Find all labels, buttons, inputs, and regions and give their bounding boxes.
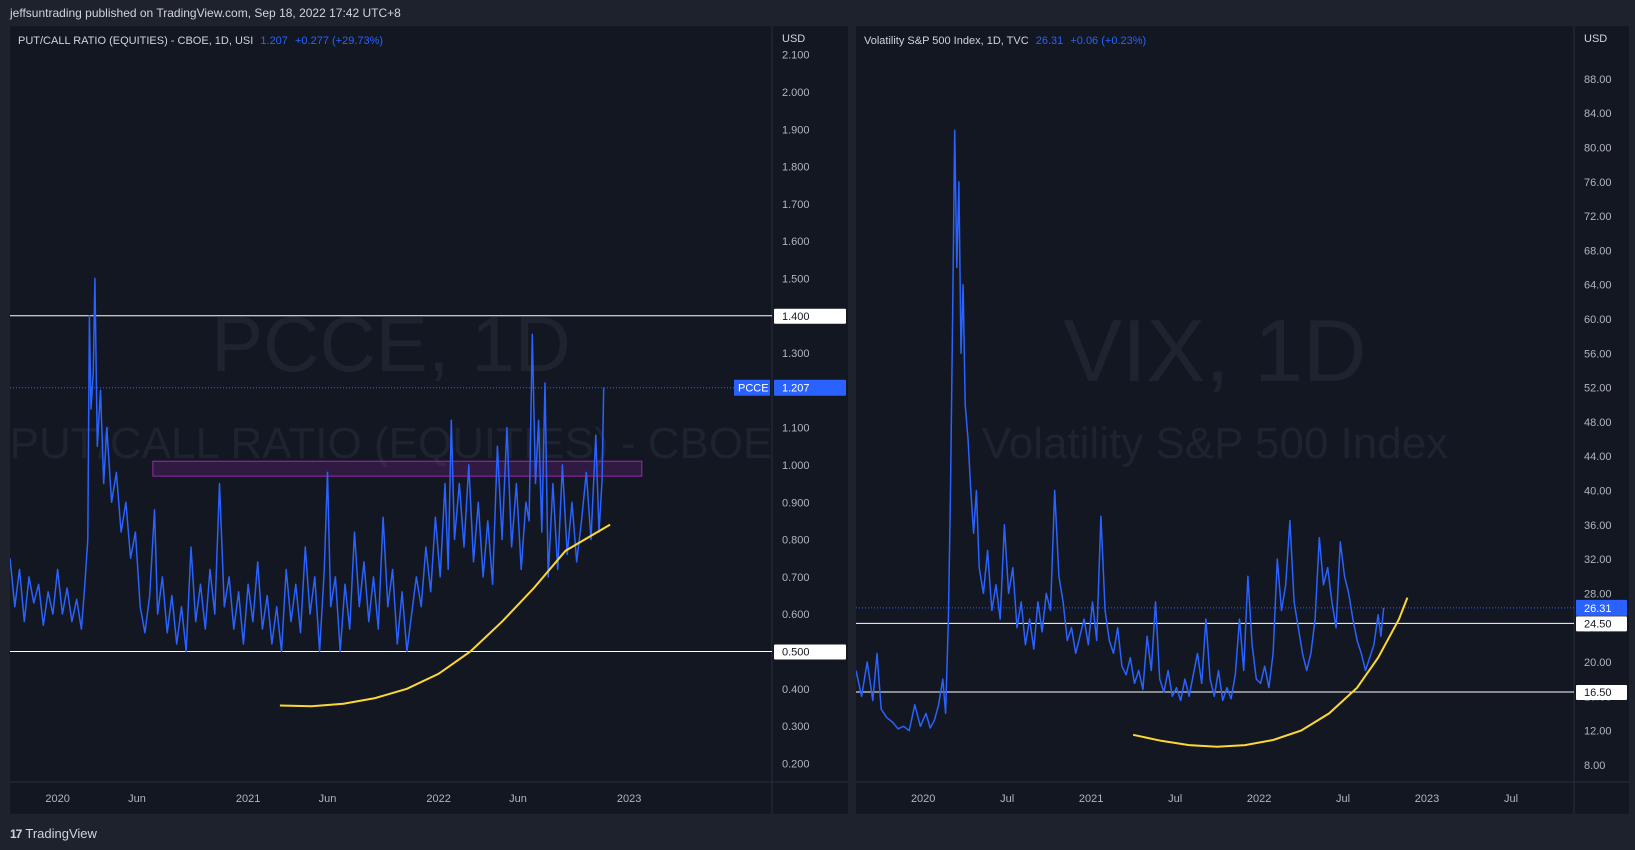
x-tick-label: 2022 xyxy=(426,793,450,805)
y-tick-label: 8.00 xyxy=(1584,760,1605,772)
vix-legend-last: 26.31 xyxy=(1035,35,1064,47)
y-tick-label: 2.100 xyxy=(782,50,810,62)
y-tick-label: 0.400 xyxy=(782,684,810,696)
x-tick-label: 2021 xyxy=(236,793,260,805)
hline-price-tag xyxy=(774,644,846,660)
y-tick-label: 0.200 xyxy=(782,758,810,770)
y-tick-label: 1.300 xyxy=(782,348,810,360)
last-price-tag xyxy=(774,379,846,396)
y-tick-label: 1.100 xyxy=(782,423,810,435)
y-tick-label: 28.00 xyxy=(1584,588,1612,600)
y-tick-label: 52.00 xyxy=(1584,383,1612,395)
pcce-legend-last: 1.207 xyxy=(260,35,288,47)
vix-legend: Volatility S&P 500 Index, 1D, TVC 26.31 … xyxy=(864,35,1146,47)
y-tick-label: 40.00 xyxy=(1584,485,1612,497)
rounding-bottom-curve xyxy=(1132,597,1409,748)
y-tick-label: 20.00 xyxy=(1584,657,1612,669)
y-tick-label: 0.900 xyxy=(782,497,810,509)
x-tick-label: 2021 xyxy=(1079,793,1103,805)
y-tick-label: 84.00 xyxy=(1584,108,1612,120)
x-tick-label: Jun xyxy=(128,793,146,805)
x-tick-label: 2023 xyxy=(617,793,641,805)
y-tick-label: 60.00 xyxy=(1584,314,1612,326)
pcce-legend-title: PUT/CALL RATIO (EQUITIES) - CBOE, 1D, US… xyxy=(18,35,254,47)
y-tick-label: 1.900 xyxy=(782,124,810,136)
pcce-chart-panel[interactable]: PCCE, 1D PUT/CALL RATIO (EQUITIES) - CBOE… xyxy=(10,26,848,814)
hline-price-label: 0.500 xyxy=(782,646,810,658)
pcce-chart[interactable]: PCCE, 1D PUT/CALL RATIO (EQUITIES) - CBOE… xyxy=(10,26,848,814)
y-tick-label: 64.00 xyxy=(1584,280,1612,292)
hline-price-tag xyxy=(774,308,846,324)
x-tick-label: 2022 xyxy=(1247,793,1271,805)
y-tick-label: 1.000 xyxy=(782,460,810,472)
watermark-symbol: PCCE, 1D xyxy=(211,300,571,388)
currency-label: USD xyxy=(782,33,805,45)
y-tick-label: 1.800 xyxy=(782,162,810,174)
y-tick-label: 44.00 xyxy=(1584,451,1612,463)
hline-price-label: 1.400 xyxy=(782,311,810,323)
hline-price-label: 16.50 xyxy=(1584,687,1612,699)
y-tick-label: 12.00 xyxy=(1584,726,1612,738)
y-tick-label: 1.500 xyxy=(782,273,810,285)
x-tick-label: 2020 xyxy=(911,793,935,805)
y-tick-label: 0.300 xyxy=(782,721,810,733)
x-tick-label: Jul xyxy=(1504,793,1518,805)
y-tick-label: 0.800 xyxy=(782,535,810,547)
pcce-legend: PUT/CALL RATIO (EQUITIES) - CBOE, 1D, US… xyxy=(18,35,383,47)
y-tick-label: 48.00 xyxy=(1584,417,1612,429)
y-tick-label: 2.000 xyxy=(782,87,810,99)
x-tick-label: Jun xyxy=(509,793,527,805)
vix-legend-title: Volatility S&P 500 Index, 1D, TVC xyxy=(864,35,1029,47)
vix-chart-panel[interactable]: VIX, 1D Volatility S&P 500 Index USD 88.00 8… xyxy=(856,26,1629,814)
y-tick-label: 76.00 xyxy=(1584,177,1612,189)
y-tick-label: 68.00 xyxy=(1584,245,1612,257)
symbol-tag xyxy=(734,379,770,396)
y-tick-label: 1.600 xyxy=(782,236,810,248)
watermark-name: PUT/CALL RATIO (EQUITIES) - CBOE xyxy=(10,419,772,468)
watermark-symbol: VIX, 1D xyxy=(1063,301,1366,400)
last-price-label: 26.31 xyxy=(1584,603,1612,615)
x-tick-label: Jul xyxy=(1000,793,1014,805)
hline-price-tag xyxy=(1576,684,1627,700)
watermark-name: Volatility S&P 500 Index xyxy=(982,419,1448,468)
y-tick-label: 32.00 xyxy=(1584,554,1612,566)
footer-brand[interactable]: 17 TradingView xyxy=(10,826,97,841)
y-tick-label: 80.00 xyxy=(1584,142,1612,154)
footer-brand-label: TradingView xyxy=(25,826,97,841)
price-series-line xyxy=(10,277,605,653)
x-tick-label: 2023 xyxy=(1415,793,1439,805)
pcce-legend-change: +0.277 (+29.73%) xyxy=(294,35,384,47)
x-tick-label: Jul xyxy=(1336,793,1350,805)
y-tick-label: 88.00 xyxy=(1584,74,1612,86)
rounding-bottom-curve xyxy=(279,523,611,708)
y-tick-label: 56.00 xyxy=(1584,348,1612,360)
vix-chart[interactable]: VIX, 1D Volatility S&P 500 Index USD 88.00 8… xyxy=(856,26,1629,814)
last-price-label: 1.207 xyxy=(782,383,810,395)
tradingview-logo-icon: 17 xyxy=(10,826,22,841)
y-tick-label: 1.700 xyxy=(782,199,810,211)
last-price-tag xyxy=(1576,599,1627,616)
y-tick-label: 36.00 xyxy=(1584,520,1612,532)
hline-price-label: 24.50 xyxy=(1584,618,1612,630)
x-tick-label: 2020 xyxy=(45,793,69,805)
x-tick-label: Jun xyxy=(319,793,337,805)
published-by: jeffsuntrading published on TradingView.… xyxy=(10,6,401,20)
x-tick-label: Jul xyxy=(1168,793,1182,805)
y-tick-label: 72.00 xyxy=(1584,211,1612,223)
y-tick-label: 0.700 xyxy=(782,572,810,584)
symbol-tag-label: PCCE xyxy=(738,383,769,395)
highlight-box xyxy=(152,460,643,477)
vix-legend-change: +0.06 (+0.23%) xyxy=(1070,35,1147,47)
hline-price-tag xyxy=(1576,616,1627,632)
currency-label: USD xyxy=(1584,33,1607,45)
y-tick-label: 0.600 xyxy=(782,609,810,621)
price-series-line xyxy=(856,129,1385,732)
